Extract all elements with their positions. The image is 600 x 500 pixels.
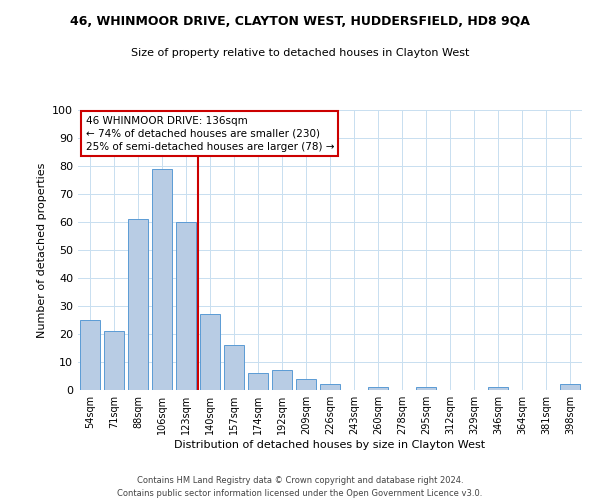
Bar [224, 345, 244, 390]
Bar [128, 219, 148, 390]
Bar [152, 169, 172, 390]
Bar [320, 384, 340, 390]
Bar [488, 387, 508, 390]
Y-axis label: Number of detached properties: Number of detached properties [37, 162, 47, 338]
Bar [368, 387, 388, 390]
Bar [272, 370, 292, 390]
Text: Contains HM Land Registry data © Crown copyright and database right 2024.
Contai: Contains HM Land Registry data © Crown c… [118, 476, 482, 498]
Bar [200, 314, 220, 390]
Bar [416, 387, 436, 390]
Bar [176, 222, 196, 390]
Text: 46, WHINMOOR DRIVE, CLAYTON WEST, HUDDERSFIELD, HD8 9QA: 46, WHINMOOR DRIVE, CLAYTON WEST, HUDDER… [70, 15, 530, 28]
Text: 46 WHINMOOR DRIVE: 136sqm
← 74% of detached houses are smaller (230)
25% of semi: 46 WHINMOOR DRIVE: 136sqm ← 74% of detac… [86, 116, 334, 152]
Bar [296, 379, 316, 390]
Bar [80, 320, 100, 390]
Text: Size of property relative to detached houses in Clayton West: Size of property relative to detached ho… [131, 48, 469, 58]
Bar [104, 331, 124, 390]
Bar [560, 384, 580, 390]
X-axis label: Distribution of detached houses by size in Clayton West: Distribution of detached houses by size … [175, 440, 485, 450]
Bar [248, 373, 268, 390]
